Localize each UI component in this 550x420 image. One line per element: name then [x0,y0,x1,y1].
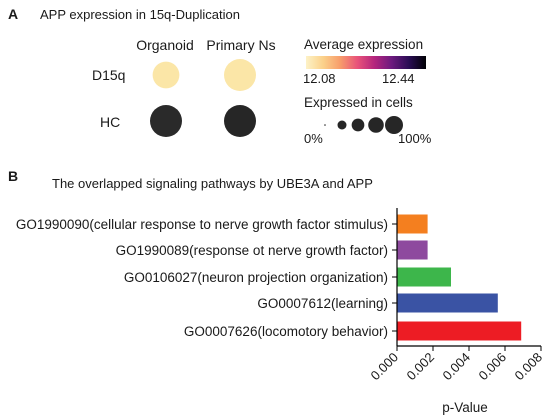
x-tick-label: 0.006 [476,350,510,384]
size-legend-dot [324,124,326,126]
panel-b-letter: B [8,168,19,184]
size-legend-min: 0% [304,131,323,146]
column-label-organoid: Organoid [136,37,194,53]
x-tick-label: 0.004 [440,350,474,384]
bar-2 [397,240,428,260]
bar-1 [397,214,428,234]
row-label-d15q: D15q [92,67,126,83]
bar-3 [397,267,451,287]
category-label: GO0106027(neuron projection organization… [124,270,388,285]
category-label: GO0007612(learning) [257,296,388,311]
size-legend-dot [368,117,384,133]
size-legend-dot [337,120,347,130]
size-legend-dot [385,116,403,134]
bar-4 [397,293,498,313]
color-legend-title: Average expression [304,37,424,52]
dot-d15q-organoid [152,61,180,89]
size-legend-dot [351,118,365,132]
color-legend-max: 12.44 [382,71,415,86]
size-legend-title: Expressed in cells [304,95,413,110]
color-legend-min: 12.08 [303,71,336,86]
bar-5 [397,321,522,341]
category-label: GO1990089(response ot nerve growth facto… [116,243,388,258]
panel-a-title: APP expression in 15q-Duplication [40,7,240,22]
panel-b-title: The overlapped signaling pathways by UBE… [52,176,373,191]
x-tick-label: 0.008 [512,350,546,384]
dot-hc-primary-ns [224,105,256,137]
category-label: GO0007626(locomotory behavior) [184,324,388,339]
category-label: GO1990090(cellular response to nerve gro… [16,217,388,232]
dot-d15q-primary-ns [224,59,256,91]
column-label-primary-ns: Primary Ns [206,37,276,53]
size-legend-max: 100% [398,131,432,146]
color-bar-gradient [306,56,426,69]
dot-hc-organoid [150,105,182,137]
x-tick-label: 0.000 [368,350,402,384]
x-axis-label: p-Value [442,400,488,415]
row-label-hc: HC [100,114,121,130]
x-tick-label: 0.002 [404,350,438,384]
panel-a-letter: A [8,6,19,22]
